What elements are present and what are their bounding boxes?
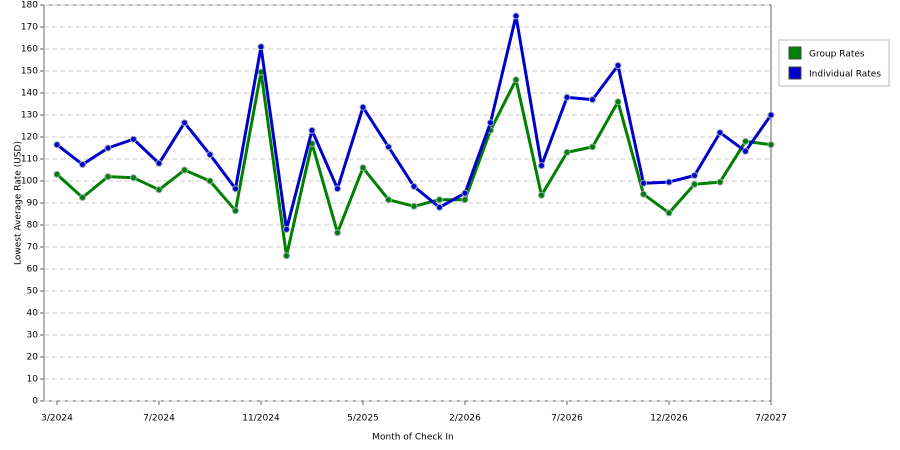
data-point [691, 172, 698, 179]
data-point [53, 170, 61, 178]
legend-swatch [788, 66, 802, 80]
x-tick-label: 3/2024 [41, 414, 73, 424]
x-tick-label: 11/2024 [242, 414, 280, 424]
data-point [359, 164, 367, 172]
data-point [436, 203, 443, 211]
data-point [257, 43, 265, 51]
data-point [767, 141, 775, 149]
legend-swatch [788, 46, 802, 60]
x-tick-label: 7/2024 [143, 414, 175, 424]
data-point [716, 178, 724, 186]
data-point [53, 141, 61, 149]
y-tick-label: 140 [21, 89, 38, 99]
y-tick-label: 100 [21, 177, 38, 187]
x-tick-label: 7/2026 [551, 414, 583, 424]
y-axis-label: Lowest Average Rate (USD) [14, 141, 24, 265]
data-point [614, 62, 622, 69]
y-tick-label: 90 [27, 199, 39, 209]
data-point [232, 207, 239, 215]
y-tick-label: 170 [21, 23, 38, 33]
y-tick-label: 110 [21, 155, 38, 165]
y-tick-label: 80 [27, 221, 39, 231]
data-point [181, 119, 188, 127]
y-tick-label: 30 [27, 331, 39, 341]
data-point [283, 252, 290, 260]
data-point [767, 111, 775, 119]
data-point [538, 191, 545, 199]
x-axis-label: Month of Check In [372, 433, 454, 443]
data-point [334, 185, 341, 193]
data-point [283, 225, 290, 233]
data-point [436, 196, 443, 204]
x-tick-label: 7/2027 [755, 414, 787, 424]
data-point [640, 179, 647, 187]
data-point [206, 177, 214, 185]
x-tick-label: 5/2025 [347, 414, 379, 424]
y-tick-label: 10 [27, 375, 39, 385]
data-point [155, 186, 163, 194]
y-tick-label: 180 [21, 1, 38, 11]
data-point [589, 96, 596, 104]
data-point [334, 229, 341, 237]
data-point [104, 144, 112, 152]
y-tick-label: 160 [21, 45, 38, 55]
data-point [385, 196, 392, 204]
data-point [130, 174, 137, 182]
data-point [589, 143, 596, 151]
data-point [691, 180, 698, 188]
data-point [308, 126, 316, 134]
data-point [640, 190, 647, 198]
y-tick-label: 120 [21, 133, 38, 143]
data-point [614, 98, 622, 106]
y-tick-label: 40 [27, 309, 39, 319]
data-point [155, 159, 163, 167]
data-point [206, 151, 214, 159]
data-point [487, 119, 494, 127]
x-tick-label: 2/2026 [449, 414, 481, 424]
data-point [716, 129, 724, 137]
data-point [410, 202, 418, 210]
y-tick-label: 60 [27, 265, 39, 275]
data-point [181, 166, 188, 174]
legend-label: Individual Rates [809, 70, 881, 80]
data-point [79, 161, 86, 168]
data-point [665, 178, 673, 186]
y-tick-label: 20 [27, 353, 39, 363]
data-point [742, 147, 749, 155]
data-point [563, 93, 571, 101]
data-point [359, 103, 367, 111]
data-point [461, 196, 469, 204]
y-tick-label: 150 [21, 67, 38, 77]
data-point [742, 137, 749, 145]
data-point [538, 162, 545, 170]
data-point [104, 173, 112, 181]
y-tick-label: 0 [32, 397, 38, 407]
legend-label: Group Rates [809, 50, 865, 60]
data-point [79, 194, 86, 201]
data-point [410, 183, 418, 190]
data-point [130, 135, 137, 143]
x-tick-label: 12/2026 [650, 414, 688, 424]
data-point [563, 148, 571, 156]
data-point [665, 209, 673, 217]
data-point [461, 189, 469, 197]
data-point [512, 12, 520, 20]
y-tick-label: 70 [27, 243, 39, 253]
data-point [232, 185, 239, 193]
data-point [512, 76, 520, 84]
y-tick-label: 130 [21, 111, 38, 121]
y-tick-label: 50 [27, 287, 39, 297]
data-point [385, 143, 392, 151]
